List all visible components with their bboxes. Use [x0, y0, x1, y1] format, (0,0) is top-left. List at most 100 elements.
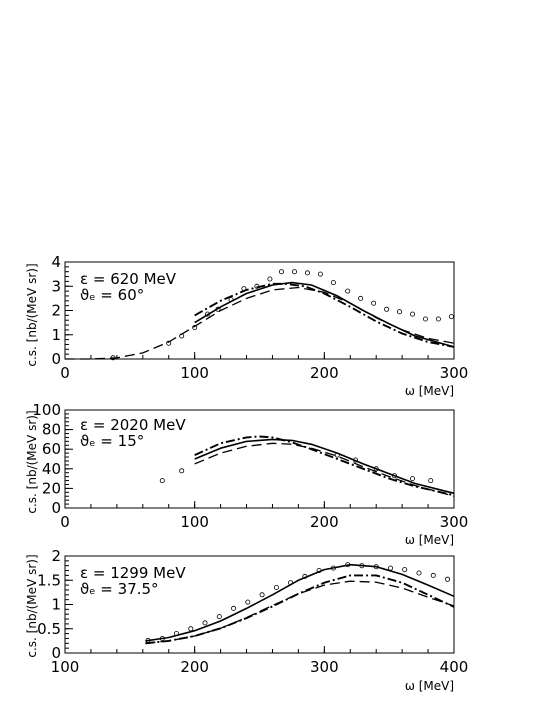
y-tick-label: 1: [51, 596, 61, 614]
data-point: [215, 306, 221, 312]
data-point: [317, 271, 323, 277]
x-tick-label: 200: [180, 658, 209, 676]
data-point: [245, 599, 251, 605]
x-tick-label: 300: [310, 658, 339, 676]
data-point: [402, 567, 408, 573]
x-tick-label: 300: [440, 364, 469, 382]
data-point: [288, 580, 294, 586]
y-tick-label: 0.5: [37, 620, 61, 638]
data-point: [304, 270, 310, 276]
data-point: [330, 280, 336, 286]
series-solid-line: [145, 563, 455, 642]
data-point: [192, 324, 198, 330]
data-point: [334, 452, 340, 458]
data-point: [384, 306, 390, 312]
data-point: [444, 576, 450, 582]
data-point: [110, 355, 116, 361]
y-tick-label: 100: [32, 401, 61, 419]
series-solid-line: [194, 281, 455, 348]
data-point: [159, 636, 165, 642]
y-tick-label: 2: [51, 547, 61, 565]
data-point: [387, 565, 393, 571]
series-dashed-line: [194, 442, 455, 497]
data-point: [416, 570, 422, 576]
y-tick-label: 80: [42, 421, 61, 439]
x-tick-label: 0: [60, 513, 70, 531]
data-point: [359, 563, 365, 569]
data-point: [179, 333, 185, 339]
data-point: [166, 340, 172, 346]
panel-3: 100 200 300 400 0 0.5 1 1.5 2 ε = 1299 MeV ϑₑ = …: [25, 547, 468, 693]
data-point: [352, 457, 358, 463]
data-point: [330, 565, 336, 571]
x-tick-label: 100: [180, 513, 209, 531]
data-point: [179, 468, 185, 474]
series-dashed-line: [145, 580, 455, 644]
y-tick-label: 2: [51, 302, 61, 320]
series-dash-dot-line: [194, 435, 455, 497]
x-tick-label: 200: [310, 364, 339, 382]
data-point: [267, 276, 273, 282]
data-point: [278, 269, 284, 275]
y-tick-label: 0: [51, 644, 61, 662]
x-tick-label: 100: [180, 364, 209, 382]
data-point: [188, 626, 194, 632]
series-solid-line: [194, 438, 455, 495]
y-axis-label: c.s. [nb/(MeV sr)]: [25, 263, 39, 366]
y-tick-label: 60: [42, 440, 61, 458]
x-tick-label: 400: [440, 658, 469, 676]
x-tick-label: 300: [440, 513, 469, 531]
data-point: [345, 562, 351, 568]
data-point: [396, 309, 402, 315]
annotation-angle: ϑₑ = 15°: [80, 432, 144, 450]
data-point: [422, 316, 428, 322]
data-point: [302, 573, 308, 579]
y-tick-label: 0: [51, 350, 61, 368]
x-tick-label: 100: [51, 658, 80, 676]
y-tick-label: 3: [51, 277, 61, 295]
data-point: [435, 316, 441, 322]
data-point: [273, 585, 279, 591]
y-tick-label: 1: [51, 326, 61, 344]
y-tick-label: 0: [51, 499, 61, 517]
y-tick-label: 20: [42, 479, 61, 497]
data-point: [173, 631, 179, 637]
annotation-angle: ϑₑ = 37.5°: [80, 580, 159, 598]
data-point: [202, 620, 208, 626]
panel-1: 0 100 200 300 0 1 2 3 4 ε = 620 MeV ϑₑ = 60° c.s…: [25, 253, 468, 398]
annotation-energy: ε = 2020 MeV: [80, 416, 186, 434]
y-axis-label: c.s. [nb/(MeV sr)]: [25, 554, 39, 657]
annotation-energy: ε = 1299 MeV: [80, 564, 186, 582]
data-point: [291, 269, 297, 275]
data-point: [373, 564, 379, 570]
series-dash-dot-line: [145, 574, 455, 645]
data-point: [409, 311, 415, 317]
data-point: [430, 572, 436, 578]
annotation-energy: ε = 620 MeV: [80, 270, 177, 288]
data-point: [216, 614, 222, 620]
data-point: [428, 478, 434, 484]
annotation-angle: ϑₑ = 60°: [80, 286, 144, 304]
plot-frame: [64, 409, 455, 509]
data-point: [391, 473, 397, 479]
data-point: [371, 300, 377, 306]
x-tick-label: 200: [310, 513, 339, 531]
data-point: [145, 637, 151, 643]
data-point: [205, 311, 211, 317]
data-point: [358, 295, 364, 301]
x-axis-label: ω [MeV]: [405, 679, 454, 693]
data-point: [254, 283, 260, 289]
y-axis-label: c.s. [nb/(MeV sr)]: [25, 410, 39, 513]
data-point: [409, 476, 415, 482]
x-tick-label: 0: [60, 364, 70, 382]
data-point: [448, 314, 454, 320]
data-point: [241, 286, 247, 292]
series-dashed-line: [65, 286, 455, 360]
data-point: [373, 466, 379, 472]
y-tick-label: 1.5: [37, 571, 61, 589]
data-point: [231, 605, 237, 611]
data-point: [316, 568, 322, 574]
x-axis-label: ω [MeV]: [405, 384, 454, 398]
